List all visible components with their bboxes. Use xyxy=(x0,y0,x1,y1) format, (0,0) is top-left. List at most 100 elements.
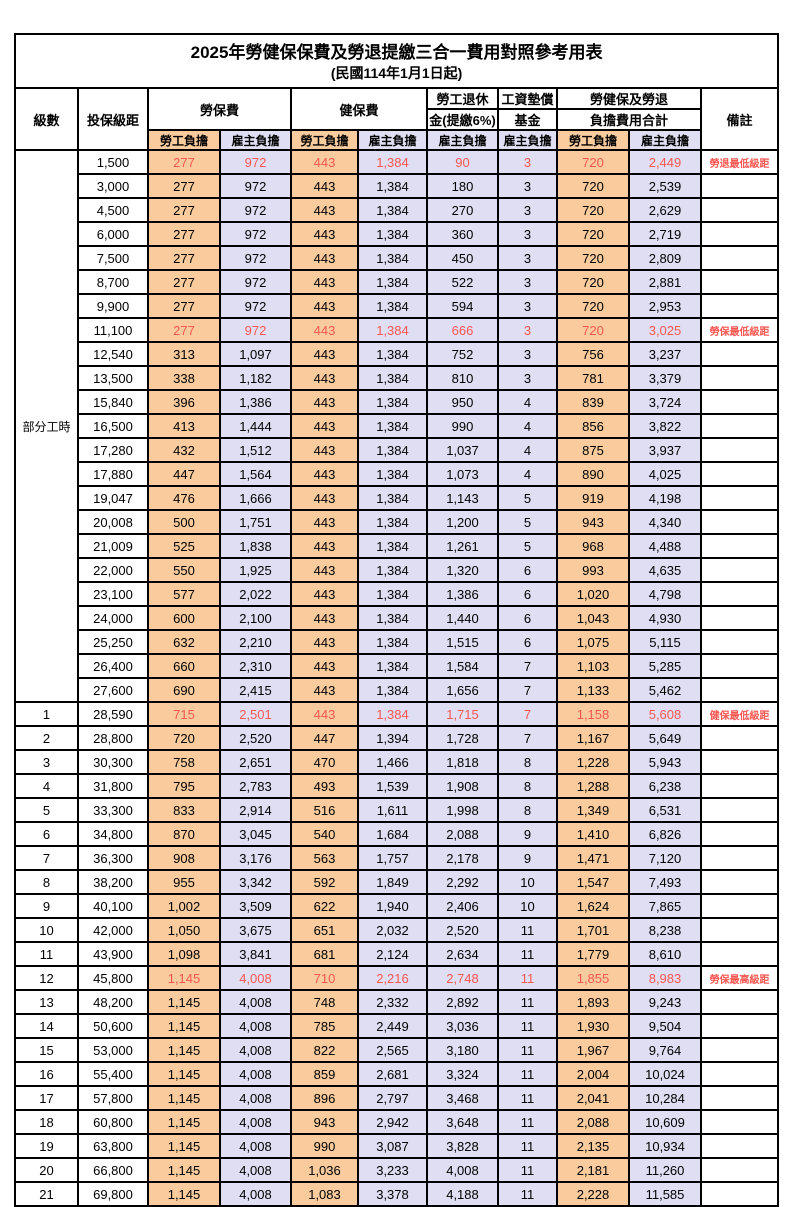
cell-bracket: 7,500 xyxy=(77,245,149,271)
cell-bracket: 36,300 xyxy=(77,845,149,871)
cell-total-employer: 9,764 xyxy=(628,1037,702,1063)
subheader-wage-fund-employer: 雇主負擔 xyxy=(497,129,558,151)
cell-total-employee: 1,133 xyxy=(556,677,630,703)
cell-wage-fund-employer: 11 xyxy=(497,1157,558,1183)
cell-total-employee: 1,779 xyxy=(556,941,630,967)
cell-health-ins-employer: 1,384 xyxy=(357,317,428,343)
subheader-pension-employer: 雇主負擔 xyxy=(426,129,499,151)
cell-bracket: 34,800 xyxy=(77,821,149,847)
cell-remark xyxy=(699,269,780,295)
col-header-total-line1: 勞健保及勞退 xyxy=(556,87,702,110)
table-row: 16,500 413 1,444 443 1,384 990 4 856 3,822 xyxy=(15,413,780,439)
cell-total-employer: 3,379 xyxy=(628,365,702,391)
table-row: 4,500 277 972 443 1,384 270 3 720 2,629 xyxy=(15,197,780,223)
cell-total-employee: 1,930 xyxy=(556,1013,630,1039)
cell-labor-ins-employer: 972 xyxy=(219,221,292,247)
cell-labor-ins-employer: 972 xyxy=(219,149,292,175)
cell-total-employer: 5,649 xyxy=(628,725,702,751)
cell-wage-fund-employer: 10 xyxy=(497,869,558,895)
cell-pension-employer: 1,440 xyxy=(426,605,499,631)
cell-total-employee: 943 xyxy=(556,509,630,535)
cell-health-ins-employer: 1,384 xyxy=(357,557,428,583)
subheader-total-employee: 勞工負擔 xyxy=(556,129,630,151)
table-row: 6 34,800 870 3,045 540 1,684 2,088 9 1,410 6,826 xyxy=(14,821,780,847)
cell-labor-ins-employee: 277 xyxy=(147,317,221,343)
cell-health-ins-employer: 2,681 xyxy=(357,1061,428,1087)
cell-labor-ins-employee: 277 xyxy=(147,149,221,175)
cell-health-ins-employee: 443 xyxy=(290,701,359,727)
cell-total-employer: 2,881 xyxy=(628,269,702,295)
cell-total-employer: 8,238 xyxy=(628,917,702,943)
cell-remark xyxy=(699,725,780,751)
cell-health-ins-employer: 3,233 xyxy=(357,1157,428,1183)
cell-labor-ins-employer: 4,008 xyxy=(219,989,292,1015)
table-row: 7,500 277 972 443 1,384 450 3 720 2,809 xyxy=(15,245,780,271)
cell-labor-ins-employee: 908 xyxy=(147,845,221,871)
cell-pension-employer: 2,748 xyxy=(426,965,499,991)
cell-wage-fund-employer: 9 xyxy=(497,845,558,871)
cell-health-ins-employer: 1,384 xyxy=(357,509,428,535)
cell-pension-employer: 4,008 xyxy=(426,1157,499,1183)
cell-health-ins-employer: 1,539 xyxy=(357,773,428,799)
cell-labor-ins-employer: 4,008 xyxy=(219,1109,292,1135)
cell-health-ins-employee: 622 xyxy=(290,893,359,919)
table-row: 17 57,800 1,145 4,008 896 2,797 3,468 11 2,041 10… xyxy=(14,1085,780,1111)
cell-labor-ins-employer: 1,182 xyxy=(219,365,292,391)
table-row: 19,047 476 1,666 443 1,384 1,143 5 919 4,198 xyxy=(15,485,780,511)
cell-health-ins-employee: 443 xyxy=(290,629,359,655)
cell-health-ins-employer: 1,466 xyxy=(357,749,428,775)
cell-bracket: 57,800 xyxy=(77,1085,149,1111)
cell-total-employee: 1,410 xyxy=(556,821,630,847)
cell-pension-employer: 594 xyxy=(426,293,499,319)
cell-total-employee: 1,288 xyxy=(556,773,630,799)
cell-remark xyxy=(699,845,780,871)
table-row: 1 28,590 715 2,501 443 1,384 1,715 7 1,158 5,608 健… xyxy=(14,701,780,727)
cell-remark xyxy=(699,1061,780,1087)
cell-bracket: 30,300 xyxy=(77,749,149,775)
cell-labor-ins-employer: 2,310 xyxy=(219,653,292,679)
cell-bracket: 23,100 xyxy=(77,581,149,607)
cell-total-employee: 875 xyxy=(556,437,630,463)
cell-remark xyxy=(699,509,780,535)
cell-wage-fund-employer: 3 xyxy=(497,293,558,319)
cell-remark xyxy=(699,989,780,1015)
cell-total-employee: 1,349 xyxy=(556,797,630,823)
cell-health-ins-employer: 2,942 xyxy=(357,1109,428,1135)
table-body: 部分工時 1,500 277 972 443 1,384 90 3 720 2,449 勞退最低級距… xyxy=(14,149,780,1207)
table-row: 12,540 313 1,097 443 1,384 752 3 756 3,237 xyxy=(15,341,780,367)
cell-total-employee: 856 xyxy=(556,413,630,439)
cell-health-ins-employer: 1,384 xyxy=(357,629,428,655)
cell-labor-ins-employer: 4,008 xyxy=(219,1157,292,1183)
cell-wage-fund-employer: 3 xyxy=(497,221,558,247)
cell-total-employer: 7,493 xyxy=(628,869,702,895)
cell-labor-ins-employee: 1,145 xyxy=(147,1085,221,1111)
cell-wage-fund-employer: 3 xyxy=(497,269,558,295)
cell-labor-ins-employer: 4,008 xyxy=(219,965,292,991)
cell-remark xyxy=(699,797,780,823)
cell-labor-ins-employer: 3,176 xyxy=(219,845,292,871)
cell-health-ins-employee: 681 xyxy=(290,941,359,967)
cell-labor-ins-employer: 2,415 xyxy=(219,677,292,703)
table-row: 13 48,200 1,145 4,008 748 2,332 2,892 11 1,893 9,… xyxy=(14,989,780,1015)
cell-level: 9 xyxy=(14,893,79,919)
cell-pension-employer: 1,143 xyxy=(426,485,499,511)
table-row: 16 55,400 1,145 4,008 859 2,681 3,324 11 2,004 10… xyxy=(14,1061,780,1087)
cell-labor-ins-employee: 550 xyxy=(147,557,221,583)
cell-pension-employer: 752 xyxy=(426,341,499,367)
cell-labor-ins-employee: 1,145 xyxy=(147,1133,221,1159)
cell-bracket: 27,600 xyxy=(77,677,149,703)
cell-bracket: 42,000 xyxy=(77,917,149,943)
cell-level: 21 xyxy=(14,1181,79,1207)
cell-bracket: 16,500 xyxy=(77,413,149,439)
cell-labor-ins-employee: 476 xyxy=(147,485,221,511)
cell-total-employee: 2,041 xyxy=(556,1085,630,1111)
cell-pension-employer: 1,728 xyxy=(426,725,499,751)
cell-total-employer: 4,488 xyxy=(628,533,702,559)
cell-remark xyxy=(699,1013,780,1039)
cell-bracket: 55,400 xyxy=(77,1061,149,1087)
table-row: 11,100 277 972 443 1,384 666 3 720 3,025 勞保最低級距 xyxy=(15,317,780,343)
cell-total-employee: 1,167 xyxy=(556,725,630,751)
cell-wage-fund-employer: 5 xyxy=(497,533,558,559)
cell-bracket: 3,000 xyxy=(77,173,149,199)
table-row: 8 38,200 955 3,342 592 1,849 2,292 10 1,547 7,493 xyxy=(14,869,780,895)
